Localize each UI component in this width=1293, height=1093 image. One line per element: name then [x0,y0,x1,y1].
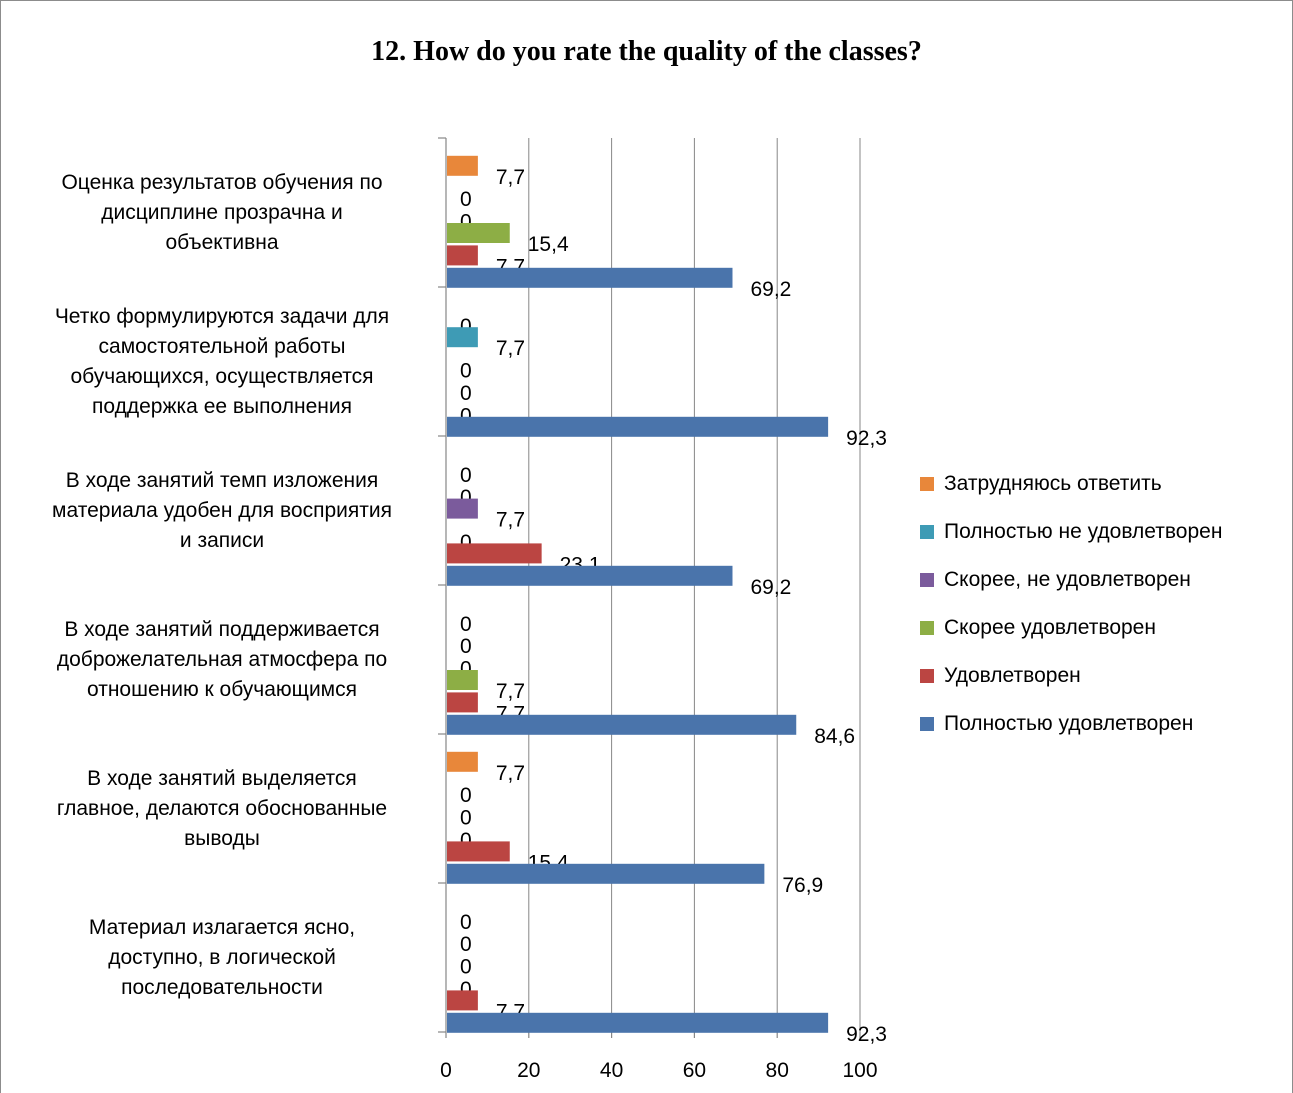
category-label-line: самостоятельной работы [98,334,346,358]
data-label: 0 [460,382,472,405]
category-label: В ходе занятий выделяется главное, делают… [22,764,422,854]
x-tick-label: 40 [600,1059,623,1082]
data-label: 69,2 [750,576,791,599]
legend-label: Затрудняюсь ответить [944,472,1162,495]
data-label: 0 [460,911,472,934]
data-label: 84,6 [814,725,855,748]
bar [447,498,478,519]
category-label-line: материала удобен для восприятия [52,498,392,522]
legend-label: Скорее удовлетворен [944,616,1156,639]
category-label-line: поддержка ее выполнения [92,394,352,418]
bar [447,841,510,862]
data-label: 7,7 [496,166,525,189]
bar [447,1012,829,1033]
data-label: 0 [460,807,472,830]
legend-label: Полностью удовлетворен [944,712,1194,735]
data-label: 92,3 [846,1023,887,1046]
x-tick-label: 80 [766,1059,789,1082]
bar [447,670,478,690]
legend-swatch [920,573,934,587]
category-label-line: обучающихся, осуществляется [70,364,374,388]
category-label-line: Оценка результатов обучения по [61,170,383,194]
data-label: 7,7 [496,762,525,785]
bar [447,565,733,586]
data-label: 0 [460,464,472,487]
data-label: 15,4 [528,233,569,256]
legend-label: Удовлетворен [944,664,1081,687]
data-label: 69,2 [750,278,791,301]
bar [447,714,797,735]
category-label: В ходе занятий темп изложения материала у… [22,466,422,556]
category-label-line: В ходе занятий темп изложения [65,468,379,492]
data-label: 0 [460,613,472,636]
category-label: В ходе занятий поддерживается доброжелате… [22,615,422,705]
bar [447,751,478,772]
data-label: 0 [460,188,472,211]
category-label-line: объективна [165,230,279,254]
data-label: 0 [460,784,472,807]
bar [447,223,510,243]
bar [447,416,829,437]
data-label: 7,7 [496,509,525,532]
x-tick-label: 20 [517,1059,540,1082]
x-tick-label: 60 [683,1059,706,1082]
data-label: 0 [460,635,472,658]
data-label: 76,9 [782,874,823,897]
category-label-line: Четко формулируются задачи для [54,304,390,328]
legend-swatch [920,525,934,539]
bar [447,267,733,288]
legend-label: Скорее, не удовлетворен [944,568,1191,591]
data-label: 0 [460,211,472,234]
category-label-line: В ходе занятий выделяется [87,766,357,790]
category-label: Оценка результатов обучения по дисциплине… [22,168,422,258]
bar [447,692,478,713]
data-label: 0 [460,531,472,554]
legend-swatch [920,717,934,731]
x-tick-label: 0 [440,1059,452,1082]
legend-swatch [920,669,934,683]
category-label-line: Материал излагается ясно, [88,915,356,939]
legend-swatch [920,477,934,491]
x-tick-label: 100 [842,1059,877,1082]
data-label: 0 [460,360,472,383]
category-label-line: главное, делаются обоснованные [56,796,388,820]
data-label: 7,7 [496,337,525,360]
data-label: 0 [460,315,472,338]
bar [447,543,542,564]
bar [447,245,478,266]
category-label-line: и записи [179,528,265,552]
data-label: 92,3 [846,427,887,450]
data-label: 0 [460,829,472,852]
data-label: 0 [460,486,472,509]
bar [447,863,765,884]
category-label: Четко формулируются задачи для самостояте… [22,302,422,422]
bar [447,990,478,1011]
bar [447,155,478,176]
bar [447,327,478,348]
chart-title: 12. How do you rate the quality of the c… [371,36,922,67]
category-label: Материал излагается ясно, доступно, в лог… [22,913,422,1003]
data-label: 0 [460,956,472,979]
data-label: 0 [460,933,472,956]
category-label-line: доступно, в логической [108,945,336,969]
category-label-line: последовательности [121,975,323,999]
category-label-line: В ходе занятий поддерживается [64,617,380,641]
data-label: 0 [460,658,472,681]
data-label: 0 [460,978,472,1001]
legend-swatch [920,621,934,635]
category-label-line: доброжелательная атмосфера по [56,647,388,671]
category-label-line: выводы [184,826,260,850]
category-label-line: отношению к обучающимся [86,677,357,701]
category-label-line: дисциплине прозрачна и [101,200,343,224]
data-label: 7,7 [496,680,525,703]
data-label: 0 [460,404,472,427]
legend-label: Полностью не удовлетворен [944,520,1223,543]
